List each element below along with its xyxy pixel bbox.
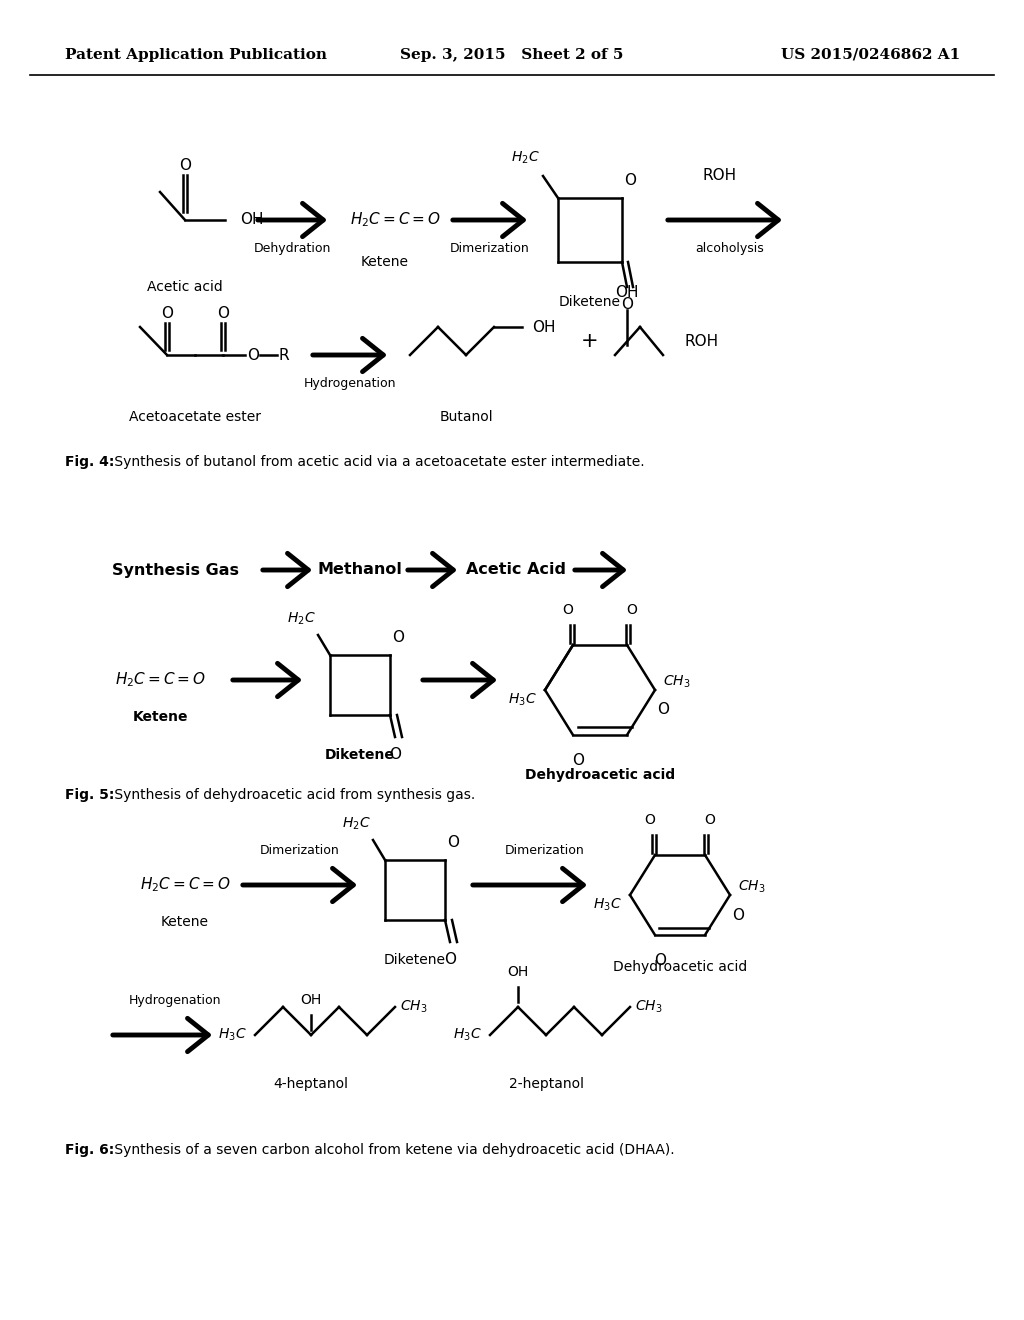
Text: $H_2C$: $H_2C$: [511, 149, 540, 166]
Text: Hydrogenation: Hydrogenation: [129, 994, 221, 1007]
Text: OH: OH: [240, 213, 263, 227]
Text: $H_2C$: $H_2C$: [342, 816, 371, 832]
Text: $CH_3$: $CH_3$: [738, 879, 766, 895]
Text: Dimerization: Dimerization: [505, 843, 585, 857]
Text: Ketene: Ketene: [132, 710, 187, 723]
Text: Acetoacetate ester: Acetoacetate ester: [129, 411, 261, 424]
Text: O: O: [654, 953, 666, 968]
Text: Methanol: Methanol: [317, 562, 402, 578]
Text: O: O: [392, 630, 404, 645]
Text: Dehydroacetic acid: Dehydroacetic acid: [525, 768, 675, 781]
Text: +: +: [582, 331, 599, 351]
Text: O: O: [621, 297, 633, 312]
Text: $H_2C=C=O$: $H_2C=C=O$: [139, 875, 230, 895]
Text: O: O: [444, 952, 456, 968]
Text: Diketene: Diketene: [559, 294, 621, 309]
Text: O: O: [562, 603, 573, 616]
Text: $CH_3$: $CH_3$: [400, 999, 427, 1015]
Text: Synthesis of dehydroacetic acid from synthesis gas.: Synthesis of dehydroacetic acid from syn…: [110, 788, 475, 803]
Text: Dimerization: Dimerization: [260, 843, 340, 857]
Text: O: O: [657, 702, 669, 718]
Text: $H_3C$: $H_3C$: [218, 1027, 247, 1043]
Text: O: O: [705, 813, 716, 828]
Text: Acetic Acid: Acetic Acid: [466, 562, 566, 578]
Text: Diketene: Diketene: [325, 748, 395, 762]
Text: Diketene: Diketene: [384, 953, 446, 968]
Text: O: O: [161, 305, 173, 321]
Text: ROH: ROH: [702, 168, 737, 182]
Text: 4-heptanol: 4-heptanol: [273, 1077, 348, 1092]
Text: Fig. 6:: Fig. 6:: [65, 1143, 115, 1158]
Text: OH: OH: [300, 993, 322, 1007]
Text: Fig. 4:: Fig. 4:: [65, 455, 115, 469]
Text: ROH: ROH: [685, 334, 719, 348]
Text: R: R: [278, 347, 289, 363]
Text: $H_2C$: $H_2C$: [288, 611, 316, 627]
Text: Dimerization: Dimerization: [451, 242, 529, 255]
Text: $H_3C$: $H_3C$: [454, 1027, 482, 1043]
Text: Dehydroacetic acid: Dehydroacetic acid: [613, 960, 748, 974]
Text: O: O: [644, 813, 655, 828]
Text: O: O: [572, 752, 584, 768]
Text: $H_2C=C=O$: $H_2C=C=O$: [115, 671, 206, 689]
Text: O: O: [732, 908, 744, 923]
Text: OH: OH: [532, 319, 555, 334]
Text: $CH_3$: $CH_3$: [663, 673, 690, 690]
Text: Sep. 3, 2015   Sheet 2 of 5: Sep. 3, 2015 Sheet 2 of 5: [400, 48, 624, 62]
Text: OH: OH: [615, 285, 639, 300]
Text: Ketene: Ketene: [361, 255, 409, 269]
Text: Dehydration: Dehydration: [253, 242, 331, 255]
Text: Fig. 5:: Fig. 5:: [65, 788, 115, 803]
Text: Hydrogenation: Hydrogenation: [304, 378, 396, 389]
Text: O: O: [624, 173, 636, 187]
Text: Synthesis Gas: Synthesis Gas: [112, 562, 239, 578]
Text: Ketene: Ketene: [161, 915, 209, 929]
Text: OH: OH: [507, 965, 528, 979]
Text: Synthesis of a seven carbon alcohol from ketene via dehydroacetic acid (DHAA).: Synthesis of a seven carbon alcohol from…: [110, 1143, 675, 1158]
Text: Acetic acid: Acetic acid: [147, 280, 223, 294]
Text: O: O: [627, 603, 637, 616]
Text: 2-heptanol: 2-heptanol: [509, 1077, 584, 1092]
Text: $H_2C=C=O$: $H_2C=C=O$: [350, 211, 441, 230]
Text: $H_3C$: $H_3C$: [508, 692, 537, 709]
Text: US 2015/0246862 A1: US 2015/0246862 A1: [780, 48, 961, 62]
Text: $CH_3$: $CH_3$: [635, 999, 663, 1015]
Text: Butanol: Butanol: [439, 411, 493, 424]
Text: O: O: [447, 836, 459, 850]
Text: O: O: [389, 747, 401, 762]
Text: $H_3C$: $H_3C$: [593, 896, 622, 913]
Text: alcoholysis: alcoholysis: [695, 242, 764, 255]
Text: O: O: [179, 157, 191, 173]
Text: O: O: [247, 347, 259, 363]
Text: Patent Application Publication: Patent Application Publication: [65, 48, 327, 62]
Text: O: O: [217, 305, 229, 321]
Text: Synthesis of butanol from acetic acid via a acetoacetate ester intermediate.: Synthesis of butanol from acetic acid vi…: [110, 455, 645, 469]
